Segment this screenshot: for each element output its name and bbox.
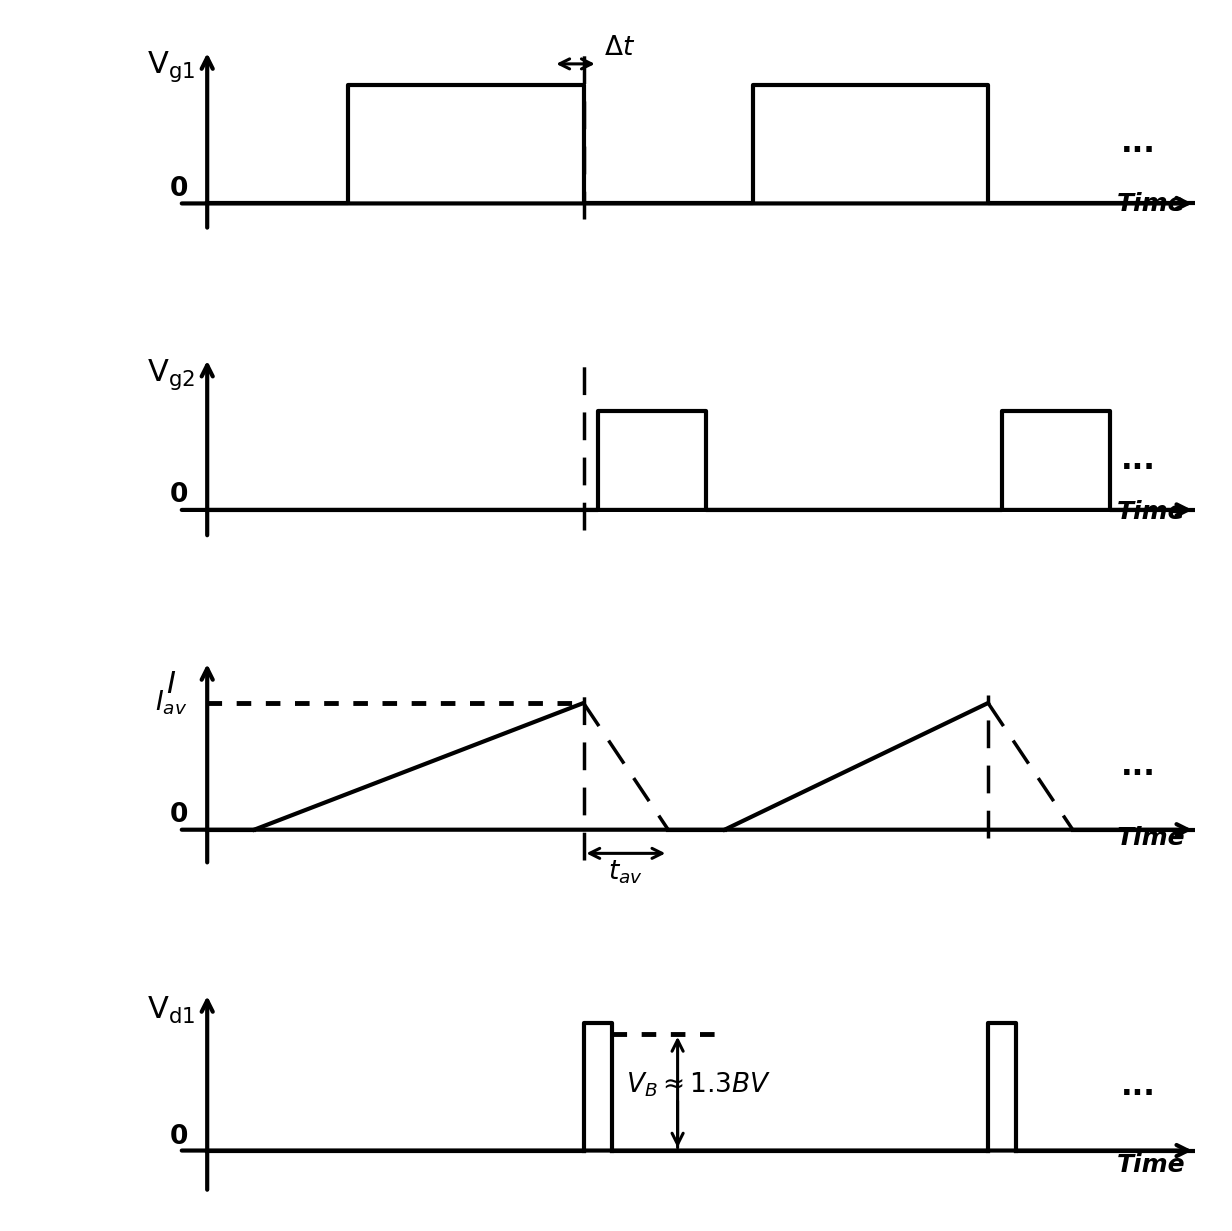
Text: Time: Time [1117,500,1185,524]
Text: $I$: $I$ [166,670,176,699]
Text: $\mathrm{V_{g1}}$: $\mathrm{V_{g1}}$ [148,49,196,85]
Text: Time: Time [1117,826,1185,849]
Text: 0: 0 [170,176,188,202]
Text: $t_{av}$: $t_{av}$ [609,858,643,886]
Text: 0: 0 [170,803,188,828]
Text: 0: 0 [170,1124,188,1150]
Text: ...: ... [1121,1072,1156,1102]
Text: $I_{av}$: $I_{av}$ [155,689,187,718]
Text: $\Delta t$: $\Delta t$ [604,34,636,60]
Text: $\mathrm{V_{d1}}$: $\mathrm{V_{d1}}$ [148,995,196,1025]
Text: ...: ... [1121,129,1156,159]
Text: ...: ... [1121,446,1156,475]
Text: $V_B\approx1.3BV$: $V_B\approx1.3BV$ [626,1071,771,1099]
Text: 0: 0 [170,483,188,508]
Text: Time: Time [1117,192,1185,217]
Text: $\mathrm{V_{g2}}$: $\mathrm{V_{g2}}$ [148,357,196,391]
Text: Time: Time [1117,1153,1185,1177]
Text: ...: ... [1121,752,1156,780]
